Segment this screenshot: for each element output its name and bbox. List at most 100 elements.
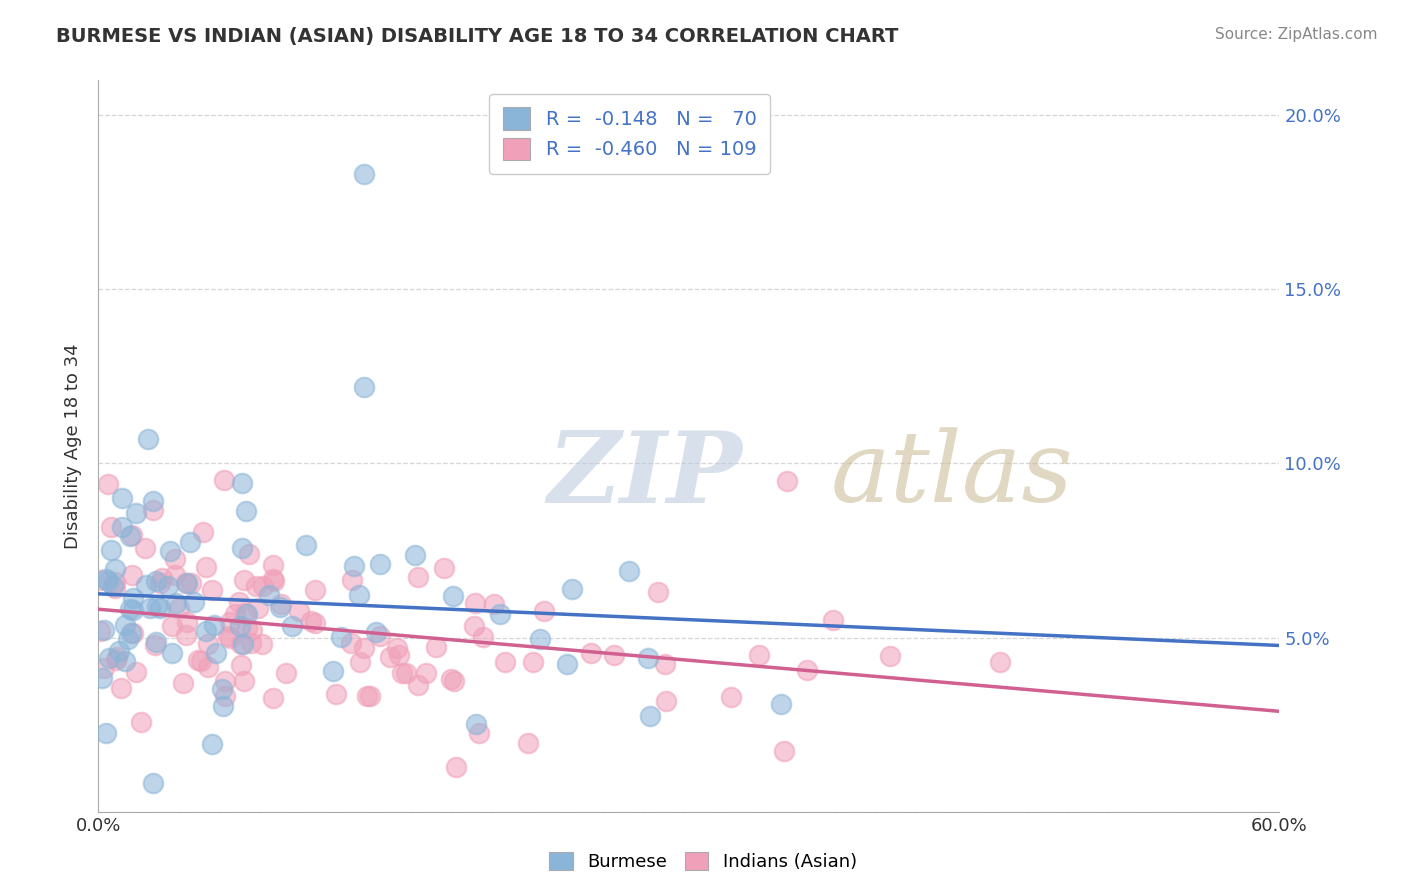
Point [195, 624, 218, 639]
Point [529, 632, 551, 647]
Point [463, 619, 485, 633]
Point [380, 649, 402, 664]
Point [163, 552, 186, 566]
Point [464, 596, 486, 610]
Point [472, 630, 495, 644]
Point [202, 618, 225, 632]
Point [353, 641, 375, 656]
Point [229, 618, 252, 632]
Point [180, 576, 202, 591]
Point [395, 666, 418, 681]
Point [100, 542, 122, 557]
Point [879, 648, 901, 663]
Legend: R =  -0.148   N =   70, R =  -0.460   N = 109: R = -0.148 N = 70, R = -0.460 N = 109 [489, 94, 770, 174]
Point [103, 574, 125, 589]
Point [325, 687, 347, 701]
Point [129, 714, 152, 729]
Point [240, 623, 263, 637]
Point [163, 568, 186, 582]
Point [174, 628, 197, 642]
Point [347, 589, 370, 603]
Point [217, 629, 239, 643]
Point [224, 607, 246, 621]
Point [270, 597, 292, 611]
Point [218, 632, 240, 646]
Point [150, 571, 173, 585]
Point [162, 646, 184, 660]
Point [149, 575, 172, 590]
Point [134, 541, 156, 556]
Point [517, 736, 540, 750]
Point [603, 648, 626, 662]
Point [236, 607, 259, 621]
Point [195, 559, 218, 574]
Point [105, 653, 128, 667]
Point [93, 623, 115, 637]
Point [114, 618, 136, 632]
Point [276, 666, 298, 681]
Point [146, 599, 169, 613]
Point [190, 654, 212, 668]
Point [387, 648, 409, 662]
Point [211, 681, 233, 696]
Point [229, 637, 252, 651]
Point [229, 657, 252, 672]
Point [415, 666, 437, 681]
Point [988, 655, 1011, 669]
Point [187, 653, 209, 667]
Point [404, 548, 426, 562]
Point [214, 689, 236, 703]
Point [89, 624, 111, 638]
Point [776, 474, 799, 488]
Point [340, 635, 363, 649]
Point [638, 708, 661, 723]
Point [444, 760, 467, 774]
Point [654, 657, 676, 671]
Point [252, 579, 274, 593]
Text: Source: ZipAtlas.com: Source: ZipAtlas.com [1215, 27, 1378, 42]
Point [269, 599, 291, 614]
Point [93, 661, 115, 675]
Point [259, 588, 281, 602]
Point [391, 666, 413, 681]
Point [97, 477, 120, 491]
Point [246, 601, 269, 615]
Point [231, 541, 253, 555]
Point [142, 494, 165, 508]
Point [179, 535, 201, 549]
Point [121, 602, 143, 616]
Point [117, 632, 139, 647]
Point [250, 637, 273, 651]
Point [94, 726, 117, 740]
Point [494, 655, 516, 669]
Point [100, 520, 122, 534]
Point [489, 607, 512, 621]
Point [619, 565, 641, 579]
Point [236, 621, 259, 635]
Point [176, 615, 198, 630]
Point [366, 624, 388, 639]
Point [342, 574, 364, 588]
Point [197, 660, 219, 674]
Point [406, 678, 429, 692]
Point [165, 596, 187, 610]
Point [769, 697, 792, 711]
Point [232, 636, 254, 650]
Point [440, 673, 463, 687]
Point [441, 589, 464, 603]
Point [111, 491, 134, 505]
Point [97, 574, 120, 588]
Point [104, 581, 127, 595]
Point [359, 689, 381, 703]
Point [120, 626, 142, 640]
Point [105, 649, 128, 664]
Point [228, 595, 250, 609]
Point [121, 568, 143, 582]
Point [433, 561, 456, 575]
Point [135, 578, 157, 592]
Point [349, 655, 371, 669]
Point [104, 562, 127, 576]
Point [245, 579, 267, 593]
Point [212, 473, 235, 487]
Point [288, 604, 311, 618]
